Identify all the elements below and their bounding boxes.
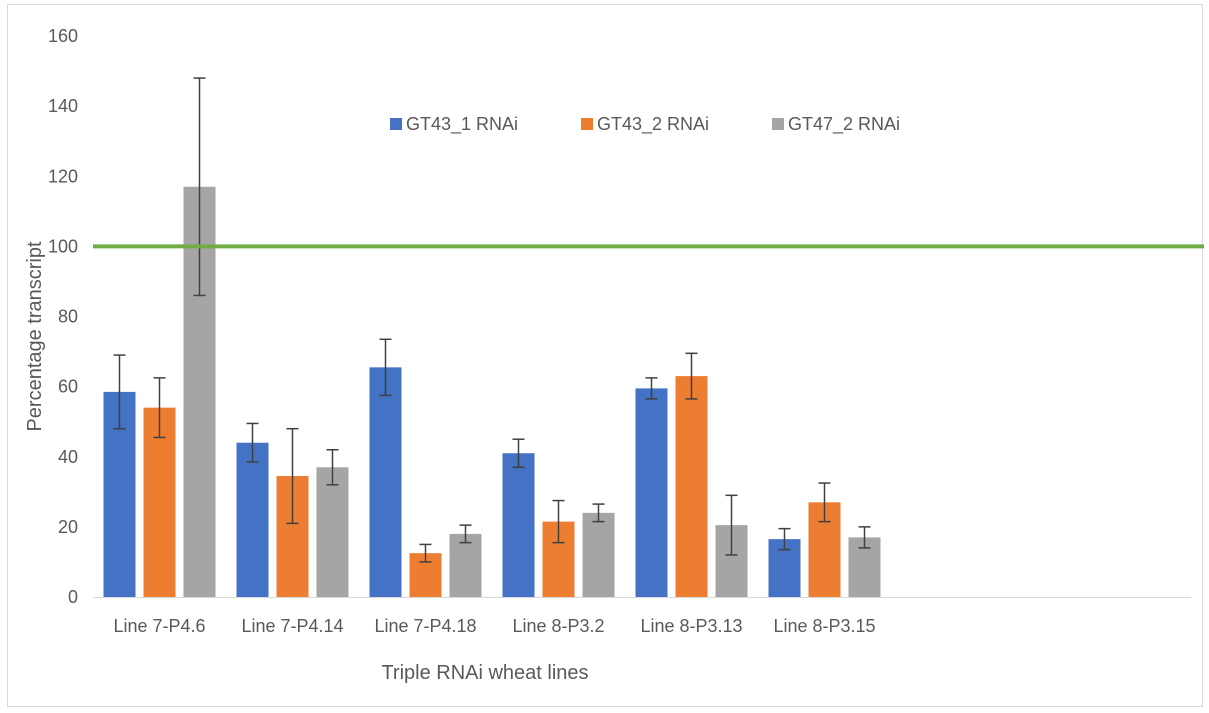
- legend: GT43_1 RNAi GT43_2 RNAi GT47_2 RNAi: [390, 114, 900, 135]
- y-tick-label: 0: [68, 587, 78, 607]
- x-tick-label: Line 8-P3.13: [640, 616, 742, 636]
- bar: [316, 467, 349, 597]
- chart-area: 0 20 40 60 80 100 120 140 160 Line 7-P4.6 Line 7-…: [7, 4, 1204, 707]
- error-bars: [113, 77, 871, 563]
- x-tick-label: Line 8-P3.2: [512, 616, 604, 636]
- bar: [143, 407, 176, 597]
- y-tick-label: 160: [48, 26, 78, 46]
- bar: [635, 388, 668, 597]
- x-axis-title: Triple RNAi wheat lines: [381, 662, 588, 684]
- x-tick-label: Line 7-P4.14: [241, 616, 343, 636]
- y-tick-label: 140: [48, 96, 78, 116]
- y-axis-title: Percentage transcript: [24, 241, 46, 432]
- x-tick-label: Line 8-P3.15: [773, 616, 875, 636]
- y-tick-label: 20: [58, 517, 78, 537]
- x-tick-label: Line 7-P4.6: [113, 616, 205, 636]
- bar: [582, 512, 615, 597]
- y-tick-label: 100: [48, 236, 78, 256]
- legend-label: GT43_2 RNAi: [597, 114, 709, 135]
- legend-swatch: [581, 118, 593, 130]
- y-tick-label: 60: [58, 377, 78, 397]
- legend-label: GT47_2 RNAi: [788, 114, 900, 135]
- legend-swatch: [390, 118, 402, 130]
- bar: [236, 442, 269, 597]
- y-tick-label: 120: [48, 166, 78, 186]
- x-tick-label: Line 7-P4.18: [374, 616, 476, 636]
- y-axis-ticks: 0 20 40 60 80 100 120 140 160: [48, 26, 78, 607]
- bar: [502, 453, 535, 597]
- y-tick-label: 80: [58, 307, 78, 327]
- bar: [449, 533, 482, 597]
- legend-swatch: [772, 118, 784, 130]
- y-tick-label: 40: [58, 447, 78, 467]
- bar: [369, 367, 402, 597]
- bar-marks: [103, 186, 881, 598]
- legend-label: GT43_1 RNAi: [406, 114, 518, 135]
- bar: [675, 376, 708, 597]
- x-axis-tick-labels: Line 7-P4.6 Line 7-P4.14 Line 7-P4.18 Line …: [113, 616, 875, 636]
